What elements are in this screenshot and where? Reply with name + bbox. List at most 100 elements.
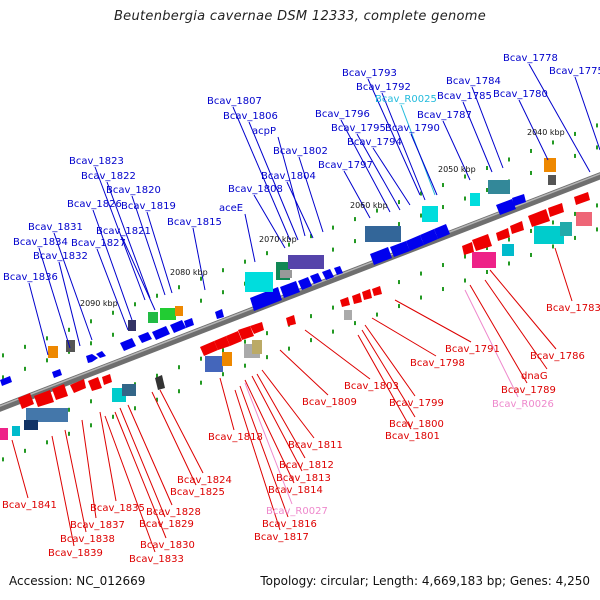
gene-label[interactable]: aceE bbox=[219, 203, 243, 214]
leader-line bbox=[114, 411, 167, 539]
gene-label[interactable]: Bcav_1783 bbox=[546, 303, 600, 314]
gene-label[interactable]: Bcav_1834 bbox=[13, 237, 68, 248]
gene-label[interactable]: Bcav_1803 bbox=[344, 381, 399, 392]
gene-label[interactable]: Bcav_1812 bbox=[279, 460, 334, 471]
gene-label[interactable]: Bcav_1799 bbox=[389, 398, 444, 409]
gene-label[interactable]: Bcav_1813 bbox=[276, 473, 331, 484]
tick-mark bbox=[178, 389, 180, 394]
tick-mark bbox=[486, 188, 488, 192]
reverse-gene bbox=[250, 322, 264, 334]
gene-label[interactable]: Bcav_1816 bbox=[262, 519, 317, 530]
tick-mark bbox=[310, 234, 312, 239]
gene-label[interactable]: Bcav_1793 bbox=[342, 68, 397, 79]
gene-label[interactable]: Bcav_1833 bbox=[129, 554, 184, 565]
forward-gene bbox=[544, 158, 556, 172]
gene-label[interactable]: Bcav_1795 bbox=[331, 123, 386, 134]
gene-label[interactable]: Bcav_1831 bbox=[28, 222, 83, 233]
genome-summary: Topology: circular; Length: 4,669,183 bp… bbox=[260, 574, 590, 588]
gene-label[interactable]: Bcav_1815 bbox=[167, 217, 222, 228]
gene-label[interactable]: Bcav_1819 bbox=[121, 201, 176, 212]
gene-label[interactable]: dnaG bbox=[521, 371, 548, 382]
tick-mark bbox=[420, 295, 422, 300]
gene-label[interactable]: Bcav_1807 bbox=[207, 96, 262, 107]
reverse-gene bbox=[238, 326, 254, 340]
gene-label[interactable]: Bcav_1802 bbox=[273, 146, 328, 157]
gene-label[interactable]: Bcav_1811 bbox=[288, 440, 343, 451]
gene-label[interactable]: Bcav_1821 bbox=[96, 226, 151, 237]
leader-line bbox=[279, 349, 329, 396]
gene-label[interactable]: Bcav_1818 bbox=[208, 432, 263, 443]
forward-gene bbox=[420, 229, 438, 245]
forward-gene bbox=[0, 376, 12, 386]
gene-label[interactable]: Bcav_1794 bbox=[347, 137, 402, 148]
tick-mark bbox=[596, 203, 598, 208]
forward-gene bbox=[175, 306, 183, 316]
gene-label[interactable]: Bcav_1796 bbox=[315, 109, 370, 120]
tick-mark bbox=[222, 348, 224, 353]
gene-label[interactable]: Bcav_1785 bbox=[437, 91, 492, 102]
gene-label[interactable]: Bcav_1824 bbox=[177, 475, 232, 486]
gene-label[interactable]: Bcav_1806 bbox=[223, 111, 278, 122]
gene-label[interactable]: Bcav_1809 bbox=[302, 397, 357, 408]
gene-label[interactable]: Bcav_1829 bbox=[139, 519, 194, 530]
leader-line bbox=[253, 194, 286, 249]
tick-mark bbox=[596, 227, 598, 232]
gene-label[interactable]: Bcav_1800 bbox=[389, 419, 444, 430]
tick-mark bbox=[112, 332, 114, 337]
gene-label[interactable]: Bcav_1827 bbox=[71, 238, 126, 249]
gene-label[interactable]: Bcav_R0025 bbox=[375, 94, 437, 105]
gene-label[interactable]: Bcav_1797 bbox=[318, 160, 373, 171]
leader-line bbox=[464, 289, 519, 398]
reverse-gene bbox=[18, 393, 34, 409]
tick-mark bbox=[46, 440, 48, 445]
tick-mark bbox=[442, 263, 444, 268]
gene-label[interactable]: Bcav_1836 bbox=[3, 272, 58, 283]
gene-label[interactable]: Bcav_1784 bbox=[446, 76, 501, 87]
gene-label[interactable]: Bcav_1787 bbox=[417, 110, 472, 121]
forward-gene bbox=[66, 340, 75, 352]
gene-label[interactable]: Bcav_1832 bbox=[33, 251, 88, 262]
gene-label[interactable]: Bcav_1798 bbox=[410, 358, 465, 369]
gene-label[interactable]: Bcav_1825 bbox=[170, 487, 225, 498]
gene-label[interactable]: Bcav_1814 bbox=[268, 485, 323, 496]
gene-label[interactable]: Bcav_1790 bbox=[385, 123, 440, 134]
gene-label[interactable]: Bcav_1820 bbox=[106, 185, 161, 196]
gene-label[interactable]: Bcav_1841 bbox=[2, 500, 57, 511]
gene-label[interactable]: Bcav_1830 bbox=[140, 540, 195, 551]
tick-mark bbox=[244, 259, 246, 264]
tick-mark bbox=[442, 287, 444, 292]
gene-label[interactable]: Bcav_1775 bbox=[549, 66, 600, 77]
gene-label[interactable]: Bcav_1839 bbox=[48, 548, 103, 559]
leader-line bbox=[51, 435, 75, 547]
gene-label[interactable]: Bcav_1789 bbox=[501, 385, 556, 396]
leader-line bbox=[304, 329, 371, 380]
gene-label[interactable]: Bcav_1792 bbox=[356, 82, 411, 93]
tick-mark bbox=[398, 304, 400, 309]
gene-label[interactable]: Bcav_1801 bbox=[385, 431, 440, 442]
gene-label[interactable]: Bcav_1804 bbox=[261, 171, 316, 182]
tick-mark bbox=[2, 457, 4, 462]
tick-mark bbox=[90, 341, 92, 346]
gene-label[interactable]: Bcav_1823 bbox=[69, 156, 124, 167]
gene-label[interactable]: Bcav_1837 bbox=[70, 520, 125, 531]
gene-label[interactable]: Bcav_1786 bbox=[530, 351, 585, 362]
gene-label[interactable]: Bcav_1838 bbox=[60, 534, 115, 545]
leader-line bbox=[64, 429, 87, 533]
gene-label[interactable]: Bcav_1778 bbox=[503, 53, 558, 64]
gene-label[interactable]: Bcav_1808 bbox=[228, 184, 283, 195]
gene-label[interactable]: Bcav_1817 bbox=[254, 532, 309, 543]
tick-mark bbox=[24, 366, 26, 371]
forward-gene bbox=[280, 270, 292, 278]
forward-gene bbox=[390, 241, 410, 257]
gene-label[interactable]: Bcav_R0027 bbox=[266, 506, 328, 517]
gene-label[interactable]: Bcav_1822 bbox=[81, 171, 136, 182]
gene-label[interactable]: acpP bbox=[252, 126, 276, 137]
gene-label[interactable]: Bcav_1835 bbox=[90, 503, 145, 514]
gene-label[interactable]: Bcav_1780 bbox=[493, 89, 548, 100]
gene-label[interactable]: Bcav_1791 bbox=[445, 344, 500, 355]
reverse-gene bbox=[560, 222, 572, 236]
gene-label[interactable]: Bcav_R0026 bbox=[492, 399, 554, 410]
gene-label[interactable]: Bcav_1826 bbox=[67, 199, 122, 210]
gene-label[interactable]: Bcav_1828 bbox=[146, 507, 201, 518]
